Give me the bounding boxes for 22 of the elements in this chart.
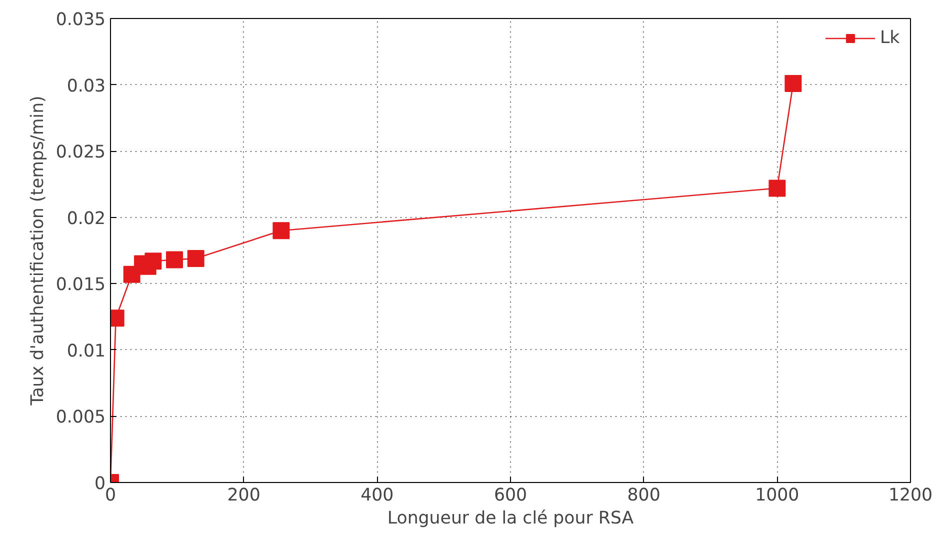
y-tick-label: 0.02 [66,208,106,229]
y-tick-label: 0.025 [56,142,106,163]
x-tick-label: 400 [360,486,394,506]
y-tick-label: 0.035 [56,10,106,30]
point [768,180,786,197]
y-tick-label: 0.015 [56,275,106,296]
x-tick-label: 200 [227,486,260,506]
y-tick-label: 0.03 [66,76,106,96]
y-tick-label: 0.005 [56,408,106,428]
x-axis-title: Longueur de la clé pour RSA [387,508,634,528]
x-tick-label: 600 [494,486,528,506]
y-axis-title: Taux d'authentification (temps/min) [28,96,48,406]
point [272,222,290,240]
point [144,252,162,270]
x-tick-label: 1000 [755,486,800,506]
legend-label: Lk [880,28,900,48]
point [187,250,204,267]
point [784,74,802,92]
y-tick-label: 0.01 [66,341,106,362]
point [166,251,183,268]
x-tick-label: 800 [627,486,660,506]
x-tick-label: 1200 [888,486,933,506]
